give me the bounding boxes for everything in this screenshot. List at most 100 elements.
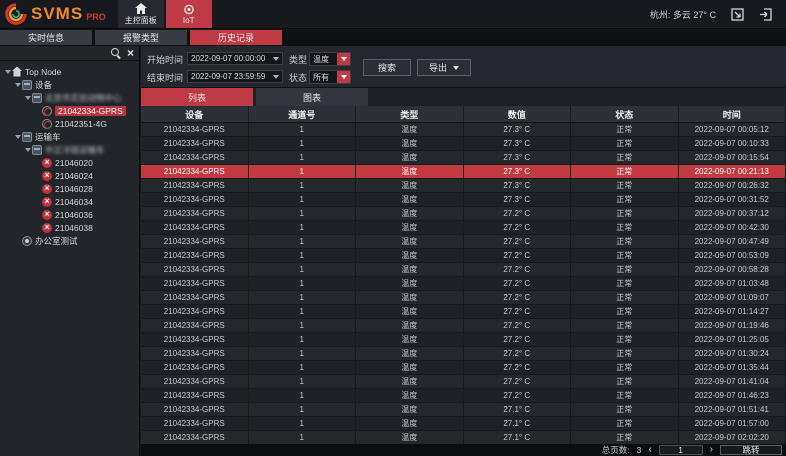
table-row[interactable]: 21042334-GPRS 1 温度 27.2° C 正常 2022-09-07 01:0…	[141, 291, 786, 305]
table-row[interactable]: 21042334-GPRS 1 温度 27.3° C 正常 2022-09-07 00:1…	[141, 137, 786, 151]
tree-item[interactable]: 21042351-4G	[0, 117, 139, 130]
tab-main-panel[interactable]: 主控面板	[117, 0, 164, 28]
table-row[interactable]: 21042334-GPRS 1 温度 27.1° C 正常 2022-09-07 01:5…	[141, 403, 786, 417]
column-header-status[interactable]: 状态	[571, 106, 679, 122]
table-row[interactable]: 21042334-GPRS 1 温度 27.3° C 正常 2022-09-07 00:3…	[141, 193, 786, 207]
search-icon[interactable]	[110, 48, 121, 58]
table-row[interactable]: 21042334-GPRS 1 温度 27.3° C 正常 2022-09-07 00:2…	[141, 165, 786, 179]
chevron-down-icon[interactable]	[14, 135, 22, 139]
table-cell: 正常	[571, 123, 679, 136]
status-select-dropdown-button[interactable]	[337, 71, 350, 83]
total-pages-label: 总页数:	[601, 445, 630, 455]
table-row[interactable]: 21042334-GPRS 1 温度 27.2° C 正常 2022-09-07 00:5…	[141, 263, 786, 277]
fullscreen-icon[interactable]	[730, 7, 744, 21]
type-select[interactable]: 温度	[309, 52, 351, 66]
history-table-body: 21042334-GPRS 1 温度 27.3° C 正常 2022-09-07 00:0…	[141, 123, 786, 444]
top-bar: SVMS PRO 主控面板 IoT 杭州: 多云 27° C	[0, 0, 786, 29]
table-row[interactable]: 21042334-GPRS 1 温度 27.3° C 正常 2022-09-07 00:0…	[141, 123, 786, 137]
column-header-channel[interactable]: 通道号	[249, 106, 356, 122]
search-button[interactable]: 搜索	[363, 59, 411, 76]
next-page-button[interactable]: ›	[709, 444, 713, 455]
filter-bar: 开始时间 2022-09-07 00:00:00 结束时间 2022-09-07…	[141, 46, 786, 88]
table-cell: 21042334-GPRS	[141, 249, 249, 262]
table-cell: 21042334-GPRS	[141, 319, 249, 332]
tree-item[interactable]: 21046034	[0, 195, 139, 208]
tab-list-view[interactable]: 列表	[141, 88, 253, 106]
table-row[interactable]: 21042334-GPRS 1 温度 27.2° C 正常 2022-09-07 00:4…	[141, 221, 786, 235]
device-icon	[42, 105, 52, 116]
table-row[interactable]: 21042334-GPRS 1 温度 27.2° C 正常 2022-09-07 01:4…	[141, 389, 786, 403]
logout-icon[interactable]	[758, 7, 772, 21]
table-row[interactable]: 21042334-GPRS 1 温度 27.2° C 正常 2022-09-07 01:1…	[141, 305, 786, 319]
column-header-value[interactable]: 数值	[464, 106, 571, 122]
table-cell: 正常	[571, 165, 679, 178]
view-tabs: 列表 图表	[141, 88, 786, 106]
tab-main-panel-label: 主控面板	[124, 15, 157, 25]
table-cell: 1	[249, 207, 356, 220]
tab-realtime-info[interactable]: 实时信息	[0, 30, 92, 45]
tree-item[interactable]: 办公室测试	[0, 234, 139, 247]
table-cell: 21042334-GPRS	[141, 221, 249, 234]
export-button[interactable]: 导出	[417, 59, 471, 76]
table-row[interactable]: 21042334-GPRS 1 温度 27.3° C 正常 2022-09-07 00:2…	[141, 179, 786, 193]
table-cell: 温度	[356, 375, 464, 388]
tree-item[interactable]: 北京市实验动物中心	[0, 91, 139, 104]
table-row[interactable]: 21042334-GPRS 1 温度 27.1° C 正常 2022-09-07 02:0…	[141, 431, 786, 444]
table-cell: 1	[249, 347, 356, 360]
tree-item[interactable]: 21042334-GPRS	[0, 104, 139, 117]
table-row[interactable]: 21042334-GPRS 1 温度 27.2° C 正常 2022-09-07 01:0…	[141, 277, 786, 291]
table-row[interactable]: 21042334-GPRS 1 温度 27.2° C 正常 2022-09-07 01:3…	[141, 347, 786, 361]
column-header-device[interactable]: 设备	[141, 106, 249, 122]
table-cell: 27.2° C	[464, 235, 571, 248]
table-row[interactable]: 21042334-GPRS 1 温度 27.2° C 正常 2022-09-07 01:2…	[141, 333, 786, 347]
tree-item[interactable]: 21046036	[0, 208, 139, 221]
table-cell: 2022-09-07 00:37:12	[679, 207, 786, 220]
tab-iot[interactable]: IoT	[165, 0, 212, 28]
end-time-input[interactable]: 2022-09-07 23:59:59	[187, 70, 283, 83]
tree-item[interactable]: 21046024	[0, 169, 139, 182]
status-select[interactable]: 所有	[309, 70, 351, 84]
jump-button[interactable]: 跳转	[720, 445, 782, 455]
prev-page-button[interactable]: ‹	[648, 444, 652, 455]
tree-item[interactable]: 21046028	[0, 182, 139, 195]
column-header-type[interactable]: 类型	[356, 106, 464, 122]
table-row[interactable]: 21042334-GPRS 1 温度 27.2° C 正常 2022-09-07 00:3…	[141, 207, 786, 221]
table-cell: 21042334-GPRS	[141, 123, 249, 136]
group-icon	[32, 92, 42, 103]
start-time-input[interactable]: 2022-09-07 00:00:00	[187, 52, 283, 65]
chevron-down-icon[interactable]	[4, 70, 12, 74]
chevron-down-icon[interactable]	[24, 96, 32, 100]
chevron-down-icon[interactable]	[24, 148, 32, 152]
page-number-input[interactable]: 1	[658, 445, 703, 455]
table-cell: 1	[249, 151, 356, 164]
column-header-time[interactable]: 时间	[679, 106, 786, 122]
tab-history-records[interactable]: 历史记录	[190, 30, 282, 45]
table-cell: 27.3° C	[464, 165, 571, 178]
table-cell: 2022-09-07 01:30:24	[679, 347, 786, 360]
table-cell: 21042334-GPRS	[141, 193, 249, 206]
table-cell: 温度	[356, 123, 464, 136]
table-cell: 温度	[356, 319, 464, 332]
close-icon[interactable]: ×	[126, 46, 134, 60]
table-row[interactable]: 21042334-GPRS 1 温度 27.2° C 正常 2022-09-07 01:4…	[141, 375, 786, 389]
table-row[interactable]: 21042334-GPRS 1 温度 27.2° C 正常 2022-09-07 00:4…	[141, 235, 786, 249]
tree-item[interactable]: 中正冷链运输车	[0, 143, 139, 156]
tree-item[interactable]: 运输车	[0, 130, 139, 143]
table-row[interactable]: 21042334-GPRS 1 温度 27.2° C 正常 2022-09-07 01:3…	[141, 361, 786, 375]
table-row[interactable]: 21042334-GPRS 1 温度 27.2° C 正常 2022-09-07 01:1…	[141, 319, 786, 333]
tab-alarm-type[interactable]: 报警类型	[95, 30, 187, 45]
table-cell: 27.2° C	[464, 291, 571, 304]
tree-item[interactable]: Top Node	[0, 65, 139, 78]
tree-item[interactable]: 21046020	[0, 156, 139, 169]
tree-item[interactable]: 设备	[0, 78, 139, 91]
tab-chart-view[interactable]: 图表	[256, 88, 368, 106]
table-row[interactable]: 21042334-GPRS 1 温度 27.3° C 正常 2022-09-07 00:1…	[141, 151, 786, 165]
table-cell: 2022-09-07 00:10:33	[679, 137, 786, 150]
type-select-dropdown-button[interactable]	[337, 53, 350, 65]
tree-item[interactable]: 21046038	[0, 221, 139, 234]
table-row[interactable]: 21042334-GPRS 1 温度 27.2° C 正常 2022-09-07 00:5…	[141, 249, 786, 263]
device-off-icon	[42, 222, 52, 233]
table-row[interactable]: 21042334-GPRS 1 温度 27.1° C 正常 2022-09-07 01:5…	[141, 417, 786, 431]
table-cell: 温度	[356, 137, 464, 150]
chevron-down-icon[interactable]	[14, 83, 22, 87]
